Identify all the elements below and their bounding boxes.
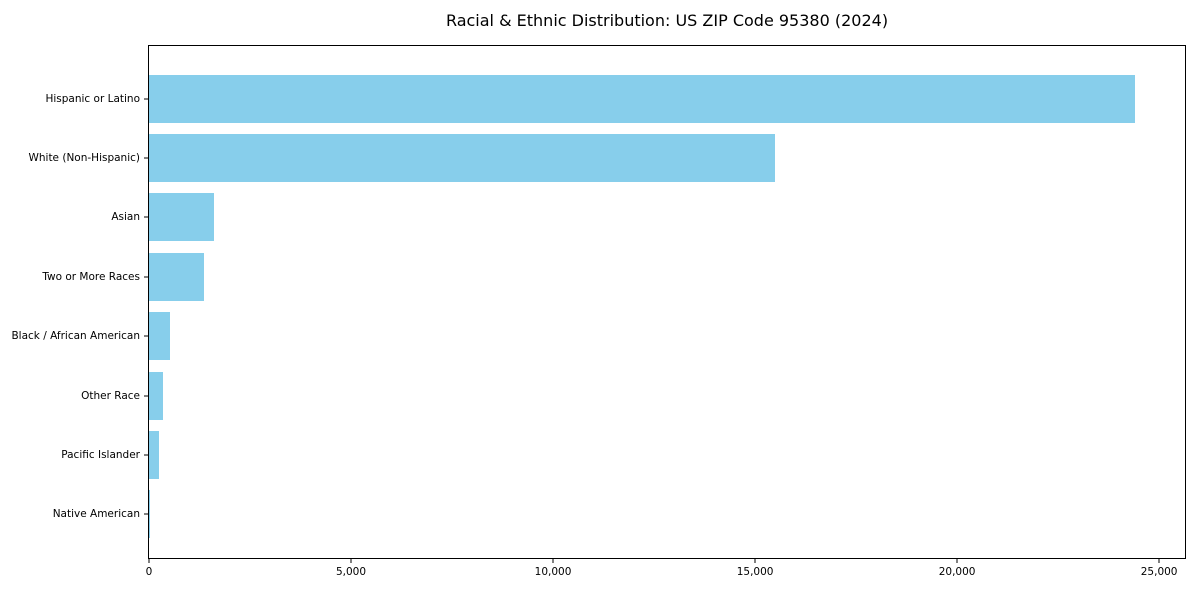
y-tick-mark [144, 157, 148, 159]
bar [149, 74, 1135, 123]
x-tick-label: 5,000 [335, 566, 367, 578]
y-tick-label: Other Race [81, 389, 140, 402]
y-tick-label: Hispanic or Latino [45, 92, 140, 105]
x-tick-mark [148, 559, 150, 563]
x-tick-label: 10,000 [534, 566, 572, 578]
bar [149, 490, 151, 539]
x-tick-mark [754, 559, 756, 563]
chart-title: Racial & Ethnic Distribution: US ZIP Cod… [445, 11, 889, 30]
x-tick-label: 15,000 [736, 566, 774, 578]
x-tick-mark [552, 559, 554, 563]
bar [149, 371, 164, 420]
y-tick-label: Pacific Islander [61, 448, 140, 461]
y-tick-mark [144, 335, 148, 337]
bar [149, 193, 214, 242]
x-axis: 0 5,000 10,000 15,000 20,000 25,000 [146, 46, 1185, 578]
bar [149, 252, 204, 301]
x-tick-label: 25,000 [1140, 566, 1178, 578]
y-tick-label: White (Non-Hispanic) [28, 152, 140, 165]
y-tick-mark [144, 216, 148, 218]
bar [149, 312, 170, 361]
bars-layer [149, 46, 1185, 558]
y-tick-mark [144, 454, 148, 456]
x-tick-mark [956, 559, 958, 563]
plot-area: Hispanic or Latino White (Non-Hispanic) As… [11, 45, 1186, 578]
bar [149, 134, 776, 183]
y-tick-mark [144, 513, 148, 515]
x-tick-mark [1158, 559, 1160, 563]
x-tick-mark [350, 559, 352, 563]
y-tick-label: Two or More Races [42, 270, 140, 283]
bar [149, 430, 160, 479]
y-axis: Hispanic or Latino White (Non-Hispanic) As… [11, 46, 1185, 558]
y-tick-label: Asian [111, 211, 140, 224]
y-tick-mark [144, 276, 148, 278]
x-tick-label: 20,000 [938, 566, 976, 578]
y-tick-mark [144, 98, 148, 100]
y-tick-label: Black / African American [11, 330, 140, 343]
y-tick-label: Native American [52, 508, 140, 521]
x-tick-label: 0 [145, 566, 153, 578]
y-tick-mark [144, 395, 148, 397]
